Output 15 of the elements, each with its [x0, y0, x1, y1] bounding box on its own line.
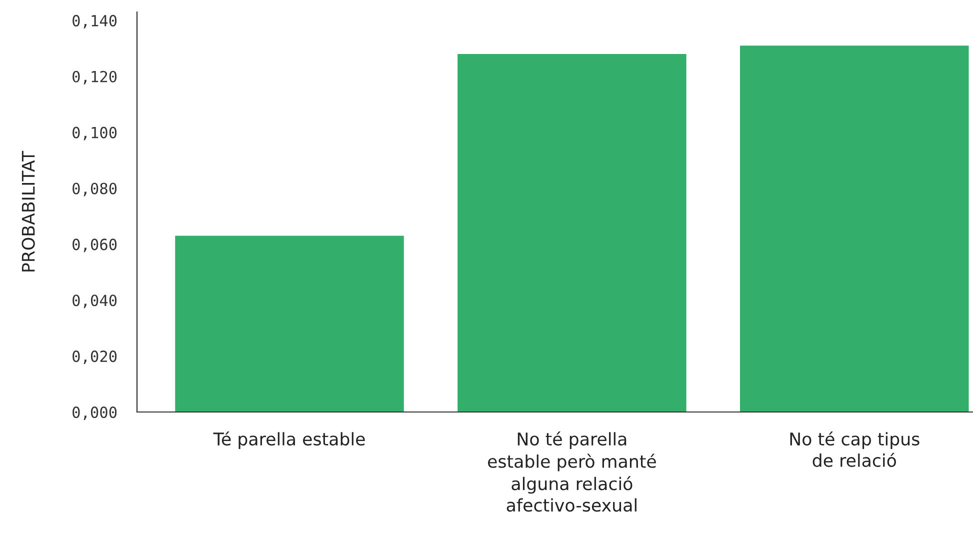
y-tick-label: 0,060 [72, 238, 117, 252]
bar [175, 236, 404, 412]
y-axis-title: PROBABILITAT [22, 150, 35, 272]
x-tick-label: No té parella estable però manté alguna relació afectivo-sexual [488, 431, 656, 512]
y-tick-label: 0,020 [72, 350, 117, 364]
x-tick-label: No té cap tipus de relació [790, 431, 920, 467]
y-tick-label: 0,000 [72, 406, 117, 420]
x-tick-label: Té parella estable [213, 431, 365, 449]
y-tick-label: 0,040 [72, 294, 117, 308]
y-tick-label: 0,140 [72, 14, 117, 28]
y-tick-label: 0,080 [72, 182, 117, 196]
y-tick-label: 0,100 [72, 126, 117, 140]
bar [740, 46, 969, 412]
bar [458, 54, 686, 412]
y-tick-label: 0,120 [72, 70, 117, 84]
